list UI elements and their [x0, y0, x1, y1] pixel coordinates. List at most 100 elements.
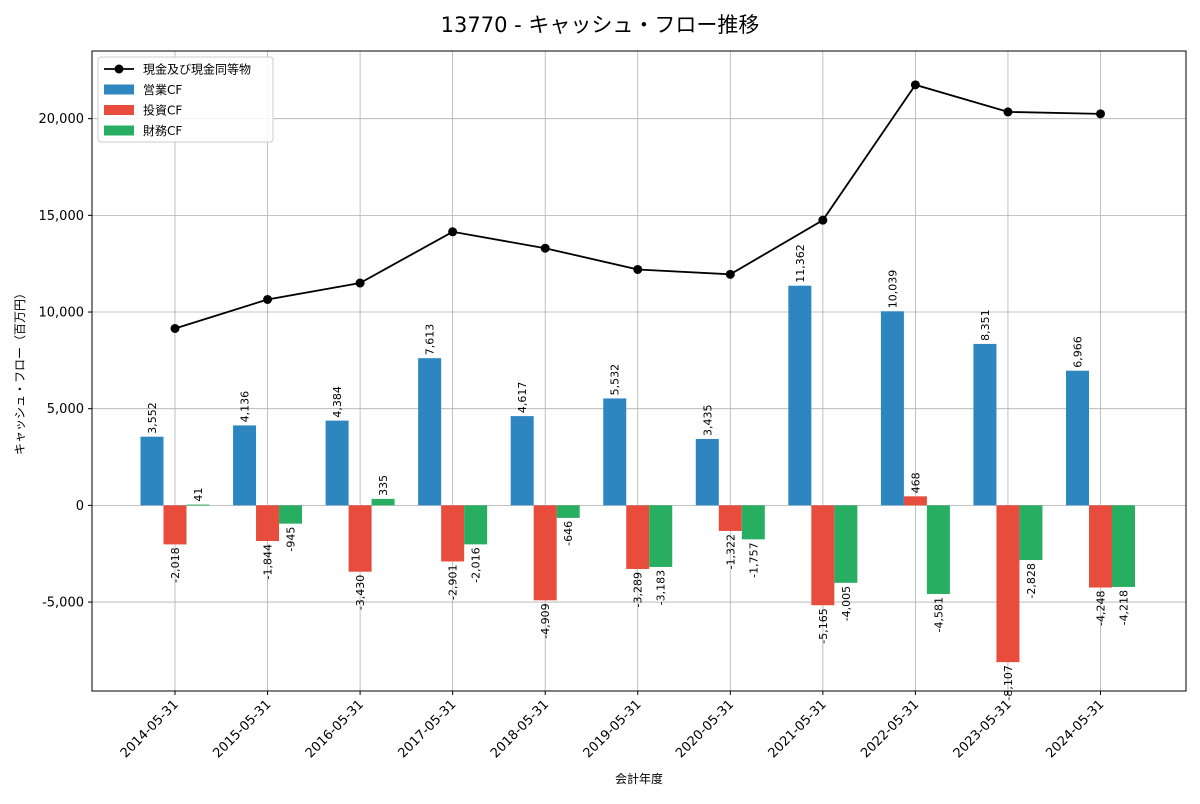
bar-value-label: -5,165	[817, 608, 830, 643]
y-axis: -5,000 0 5,000 10,000 15,000 20,000	[39, 112, 92, 611]
x-tick-label: 2023-05-31	[951, 697, 1015, 761]
bar-value-label: 4,617	[516, 382, 529, 414]
legend-label: 財務CF	[143, 123, 182, 138]
cash-point	[1096, 109, 1105, 119]
bar-value-label: -2,901	[447, 564, 460, 599]
bar-value-label: -4,218	[1118, 590, 1131, 625]
x-tick-label: 2014-05-31	[118, 697, 182, 761]
bar-value-label: 10,039	[886, 270, 899, 309]
x-tick-label: 2016-05-31	[303, 697, 367, 761]
x-tick-label: 2015-05-31	[210, 697, 274, 761]
legend-swatch	[104, 105, 134, 115]
bar-value-label: -4,581	[932, 597, 945, 632]
y-axis-label: キャッシュ・フロー（百万円）	[13, 287, 27, 455]
bar-investing	[811, 505, 835, 606]
bar-investing	[1089, 505, 1112, 588]
bar-value-label: -8,107	[1002, 665, 1015, 700]
bar-value-label: 11,362	[794, 244, 807, 283]
x-axis: 2014-05-31 2015-05-31 2016-05-31 2017-05-31…	[118, 691, 1107, 761]
bar-financing	[186, 504, 210, 506]
y-tick-label: 15,000	[39, 209, 85, 224]
bar-value-label: 41	[192, 488, 205, 502]
bar-value-label: -945	[285, 527, 298, 552]
legend-swatch	[104, 84, 134, 95]
bar-value-label: -646	[562, 521, 575, 546]
bar-financing	[279, 505, 303, 524]
cash-point	[1003, 107, 1013, 117]
bar-value-label: 4,136	[239, 391, 252, 423]
bar-value-label: 7,613	[424, 324, 437, 356]
bar-operating	[973, 343, 997, 506]
chart-title: 13770 - キャッシュ・フロー推移	[441, 13, 760, 37]
bar-value-label: 4,384	[331, 386, 344, 418]
bar-value-label: -1,757	[747, 542, 760, 577]
cash-point	[725, 269, 735, 279]
bar-value-label: -3,289	[632, 572, 645, 607]
bar-value-label: 468	[909, 472, 922, 493]
bar-financing	[556, 505, 580, 518]
bar-operating	[140, 436, 164, 506]
cash-point	[540, 243, 550, 253]
cash-point	[355, 278, 365, 288]
y-tick-label: 5,000	[47, 402, 84, 417]
bar-financing	[741, 505, 765, 540]
bar-financing	[649, 505, 673, 567]
cash-point	[818, 215, 828, 225]
bar-labels-layer: 3,552 4,136 4,384 7,613 4,617 5,532 3,435 11,36…	[146, 244, 1131, 700]
bar-financing	[1112, 505, 1135, 587]
y-tick-label: 20,000	[39, 112, 85, 127]
legend-swatch	[104, 125, 134, 136]
cash-point	[448, 227, 458, 237]
x-tick-label: 2021-05-31	[766, 697, 830, 761]
bar-financing	[371, 498, 395, 506]
legend-label: 投資CF	[143, 103, 182, 118]
bar-investing	[533, 505, 557, 601]
cash-point	[170, 323, 180, 333]
legend-label: 現金及び現金同等物	[143, 62, 251, 77]
cash-point	[910, 80, 920, 90]
bar-investing	[256, 505, 280, 542]
y-tick-label: 0	[76, 499, 84, 514]
bar-value-label: -2,828	[1025, 563, 1038, 598]
x-tick-label: 2020-05-31	[673, 697, 737, 761]
bar-value-label: 8,351	[979, 309, 992, 341]
bar-operating	[788, 285, 812, 506]
x-tick-label: 2024-05-31	[1043, 697, 1107, 761]
bar-operating	[603, 398, 627, 506]
bar-investing	[718, 505, 742, 531]
bar-value-label: -2,018	[169, 547, 182, 582]
bar-investing	[441, 505, 465, 562]
bar-value-label: -3,430	[354, 575, 367, 610]
bar-value-label: -4,005	[840, 586, 853, 621]
x-tick-label: 2017-05-31	[395, 697, 459, 761]
bar-operating	[418, 358, 442, 506]
bar-operating	[695, 438, 719, 506]
bar-value-label: -2,016	[470, 547, 483, 582]
bar-value-label: -1,322	[724, 534, 737, 569]
bar-value-label: -4,909	[539, 603, 552, 638]
bar-operating	[325, 420, 349, 506]
bar-value-label: -3,183	[655, 570, 668, 605]
x-tick-label: 2019-05-31	[581, 697, 645, 761]
bar-value-label: -1,844	[262, 544, 275, 579]
bar-financing	[1019, 505, 1043, 561]
bar-operating	[880, 311, 904, 506]
bar-operating	[1066, 370, 1089, 506]
plot-frame	[91, 50, 1187, 692]
legend-label: 営業CF	[143, 83, 182, 97]
bar-investing	[903, 496, 927, 506]
y-tick-label: 10,000	[39, 306, 85, 321]
bar-financing	[464, 505, 488, 545]
bar-value-label: -4,248	[1095, 591, 1108, 626]
y-tick-label: -5,000	[42, 596, 84, 611]
bar-value-label: 335	[377, 475, 390, 496]
cash-line-layer	[170, 80, 1105, 333]
bar-value-label: 6,966	[1072, 336, 1085, 368]
bar-investing	[163, 505, 187, 545]
bar-operating	[510, 416, 534, 506]
bar-financing	[926, 505, 950, 594]
x-axis-label: 会計年度	[615, 771, 663, 786]
bar-value-label: 3,552	[146, 402, 159, 434]
